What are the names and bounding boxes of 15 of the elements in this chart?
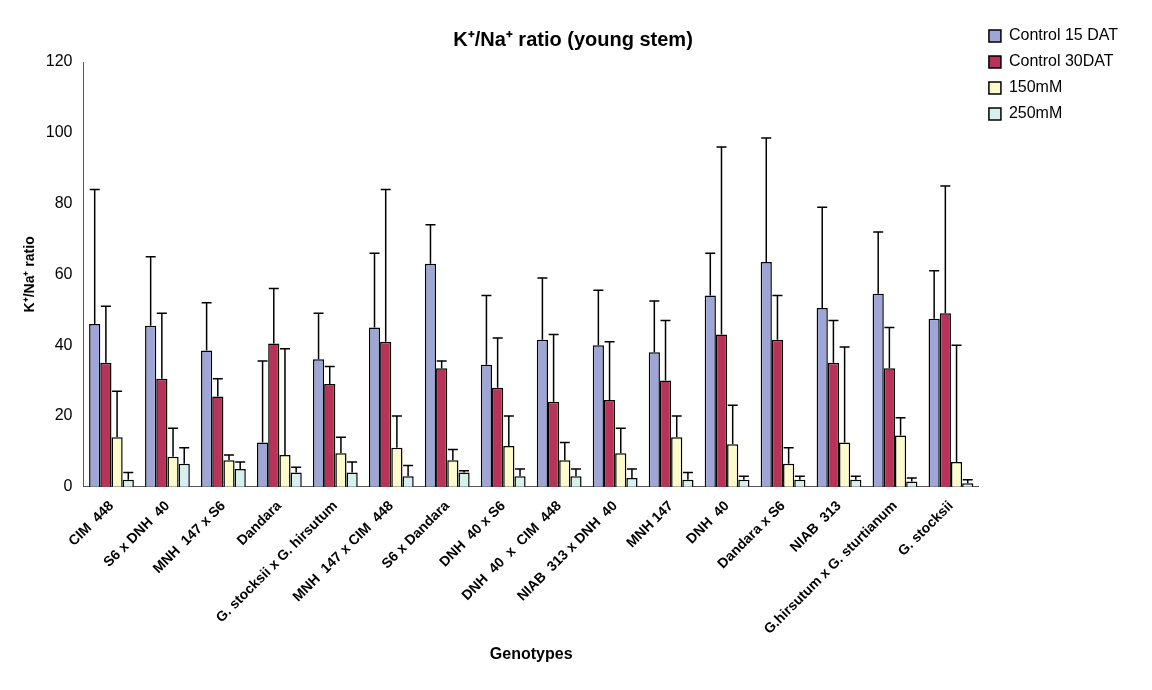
y-tick-label: 60 [54, 264, 73, 282]
y-axis-title: K⁺/Na⁺ ratio [21, 236, 38, 313]
legend-label: Control 30DAT [1008, 52, 1114, 70]
y-tick-label: 40 [54, 335, 73, 353]
y-tick-label: 0 [63, 477, 73, 495]
y-tick-label: 120 [45, 52, 73, 70]
y-tick-label: 100 [45, 123, 73, 141]
legend-label: 150mM [1008, 78, 1063, 96]
y-tick-label: 20 [54, 406, 73, 424]
x-tick-label: CIM 448 [64, 497, 117, 549]
legend-label: Control 15 DAT [1008, 26, 1119, 44]
x-axis-title: Genotypes [489, 644, 573, 662]
y-tick-label: 80 [54, 193, 73, 211]
chart-title: K⁺/Na⁺ ratio (young stem) [453, 27, 693, 50]
legend-label: 250mM [1008, 104, 1063, 122]
